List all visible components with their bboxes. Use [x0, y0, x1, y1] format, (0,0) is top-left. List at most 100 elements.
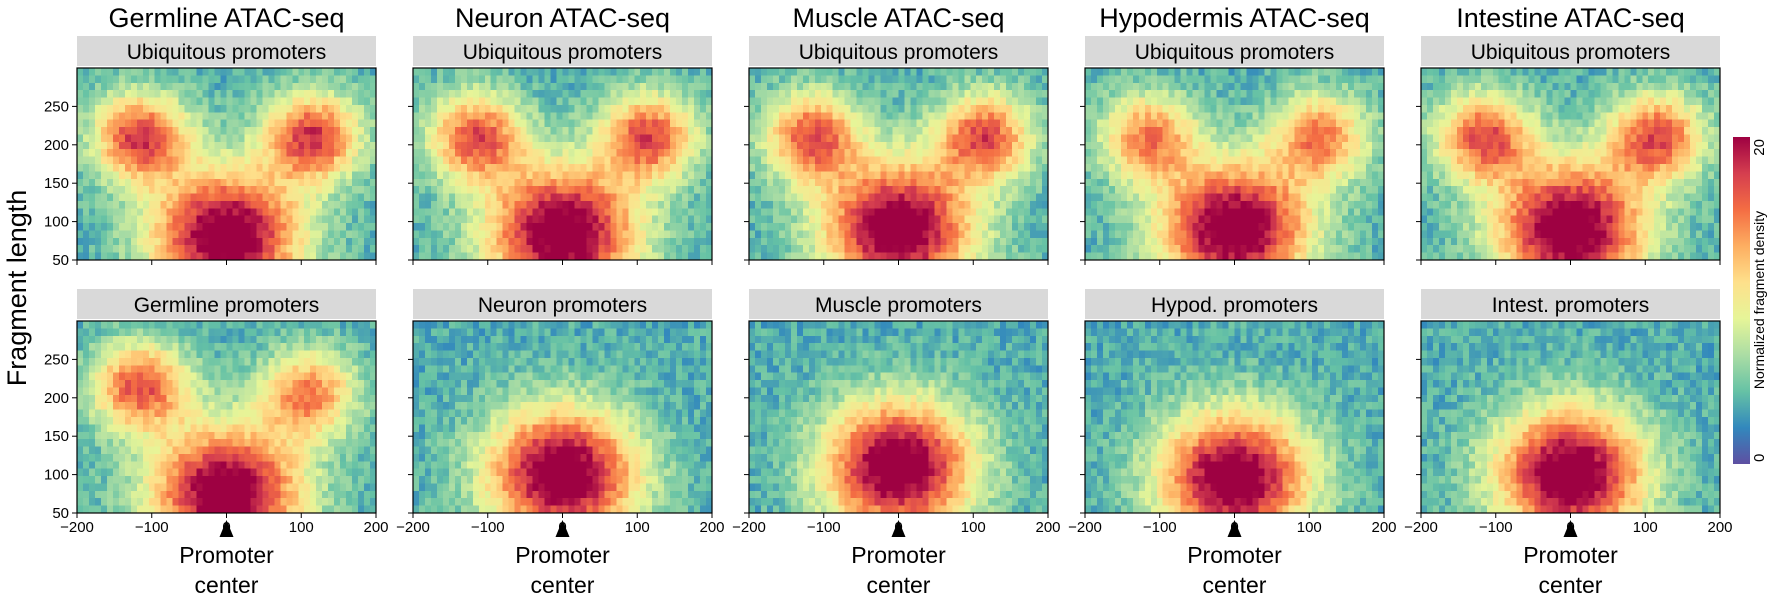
heatmap-cell: [562, 97, 570, 106]
heatmap-cell: [1042, 200, 1049, 209]
heatmap-cell: [1318, 215, 1325, 224]
heatmap-cell: [274, 112, 281, 121]
heatmap-cell: [1036, 134, 1043, 143]
heatmap-cell: [514, 82, 522, 91]
heatmap-cell: [460, 178, 468, 187]
heatmap-cell: [766, 112, 774, 121]
heatmap-cell: [130, 200, 138, 209]
heatmap-cell: [1348, 90, 1355, 99]
heatmap-cell: [310, 230, 317, 239]
heatmap-cell: [550, 193, 558, 202]
heatmap-cell: [634, 171, 641, 180]
heatmap-cell: [994, 119, 1001, 128]
heatmap-cell: [208, 245, 216, 254]
heatmap-cell: [166, 127, 174, 136]
heatmap-cell: [316, 215, 323, 224]
heatmap-cell: [1150, 75, 1158, 84]
heatmap-cell: [202, 208, 210, 217]
heatmap-cell: [370, 119, 377, 128]
heatmap-cell: [598, 112, 605, 121]
heatmap-cell: [892, 215, 900, 224]
heatmap-cell: [112, 208, 120, 217]
heatmap-cell: [1300, 193, 1307, 202]
heatmap-cell: [358, 104, 365, 113]
heatmap-cell: [1018, 141, 1025, 150]
heatmap-cell: [1186, 141, 1194, 150]
heatmap-cell: [436, 208, 444, 217]
heatmap-cell: [1120, 134, 1128, 143]
heatmap-cell: [292, 200, 299, 209]
heatmap-cell: [1348, 127, 1355, 136]
heatmap-cell: [1030, 75, 1037, 84]
heatmap-cell: [526, 223, 534, 232]
heatmap-cell: [292, 215, 299, 224]
heatmap-cell: [442, 82, 450, 91]
heatmap-cell: [166, 215, 174, 224]
heatmap-cell: [1138, 75, 1146, 84]
heatmap-cell: [550, 164, 558, 172]
heatmap-cell: [328, 186, 335, 195]
heatmap-cell: [778, 245, 786, 254]
heatmap-cell: [898, 141, 906, 150]
heatmap-cell: [940, 193, 947, 202]
heatmap-cell: [208, 200, 216, 209]
heatmap-cell: [874, 149, 882, 158]
heatmap-cell: [749, 141, 756, 150]
heatmap-cell: [1252, 200, 1260, 209]
heatmap-cell: [1336, 186, 1343, 195]
heatmap-cell: [244, 164, 252, 172]
heatmap-cell: [370, 75, 377, 84]
heatmap-cell: [226, 223, 234, 232]
heatmap-cell: [514, 171, 522, 180]
heatmap-cell: [1378, 156, 1385, 165]
heatmap-cell: [1300, 97, 1307, 106]
heatmap-cell: [508, 97, 516, 106]
heatmap-cell: [77, 82, 84, 91]
heatmap-cell: [1156, 164, 1164, 172]
heatmap-cell: [1276, 164, 1283, 172]
heatmap-cell: [1090, 215, 1098, 224]
heatmap-cell: [562, 178, 570, 187]
heatmap-cell: [280, 230, 287, 239]
heatmap-cell: [814, 90, 822, 99]
heatmap-cell: [466, 215, 474, 224]
heatmap-cell: [100, 230, 108, 239]
heatmap-cell: [1174, 119, 1182, 128]
heatmap-cell: [1120, 171, 1128, 180]
heatmap-cell: [592, 127, 599, 136]
heatmap-cell: [1144, 119, 1152, 128]
heatmap-cell: [586, 97, 593, 106]
heatmap-cell: [160, 193, 168, 202]
heatmap-cell: [838, 119, 846, 128]
heatmap-cell: [1216, 82, 1224, 91]
heatmap-cell: [580, 75, 588, 84]
heatmap-cell: [976, 252, 983, 261]
heatmap-cell: [448, 75, 456, 84]
heatmap-cell: [304, 193, 311, 202]
heatmap-cell: [694, 230, 701, 239]
heatmap-cell: [568, 141, 576, 150]
heatmap-cell: [286, 68, 293, 76]
heatmap-cell: [1282, 104, 1289, 113]
heatmap-cell: [184, 245, 192, 254]
heatmap-cell: [778, 215, 786, 224]
heatmap-cell: [424, 245, 432, 254]
heatmap-cell: [970, 156, 977, 165]
heatmap-cell: [1294, 82, 1301, 91]
heatmap-cell: [1282, 200, 1289, 209]
heatmap-cell: [172, 149, 180, 158]
heatmap-cell: [526, 252, 534, 261]
heatmap-cell: [496, 149, 504, 158]
heatmap-cell: [634, 186, 641, 195]
heatmap-cell: [838, 171, 846, 180]
heatmap-cell: [970, 186, 977, 195]
heatmap-cell: [820, 164, 828, 172]
heatmap-cell: [304, 252, 311, 261]
heatmap-cell: [772, 141, 780, 150]
heatmap-cell: [910, 127, 918, 136]
heatmap-cell: [77, 164, 84, 172]
heatmap-cell: [1030, 164, 1037, 172]
heatmap-cell: [460, 119, 468, 128]
heatmap-cell: [1258, 141, 1265, 150]
heatmap-cell: [946, 215, 953, 224]
